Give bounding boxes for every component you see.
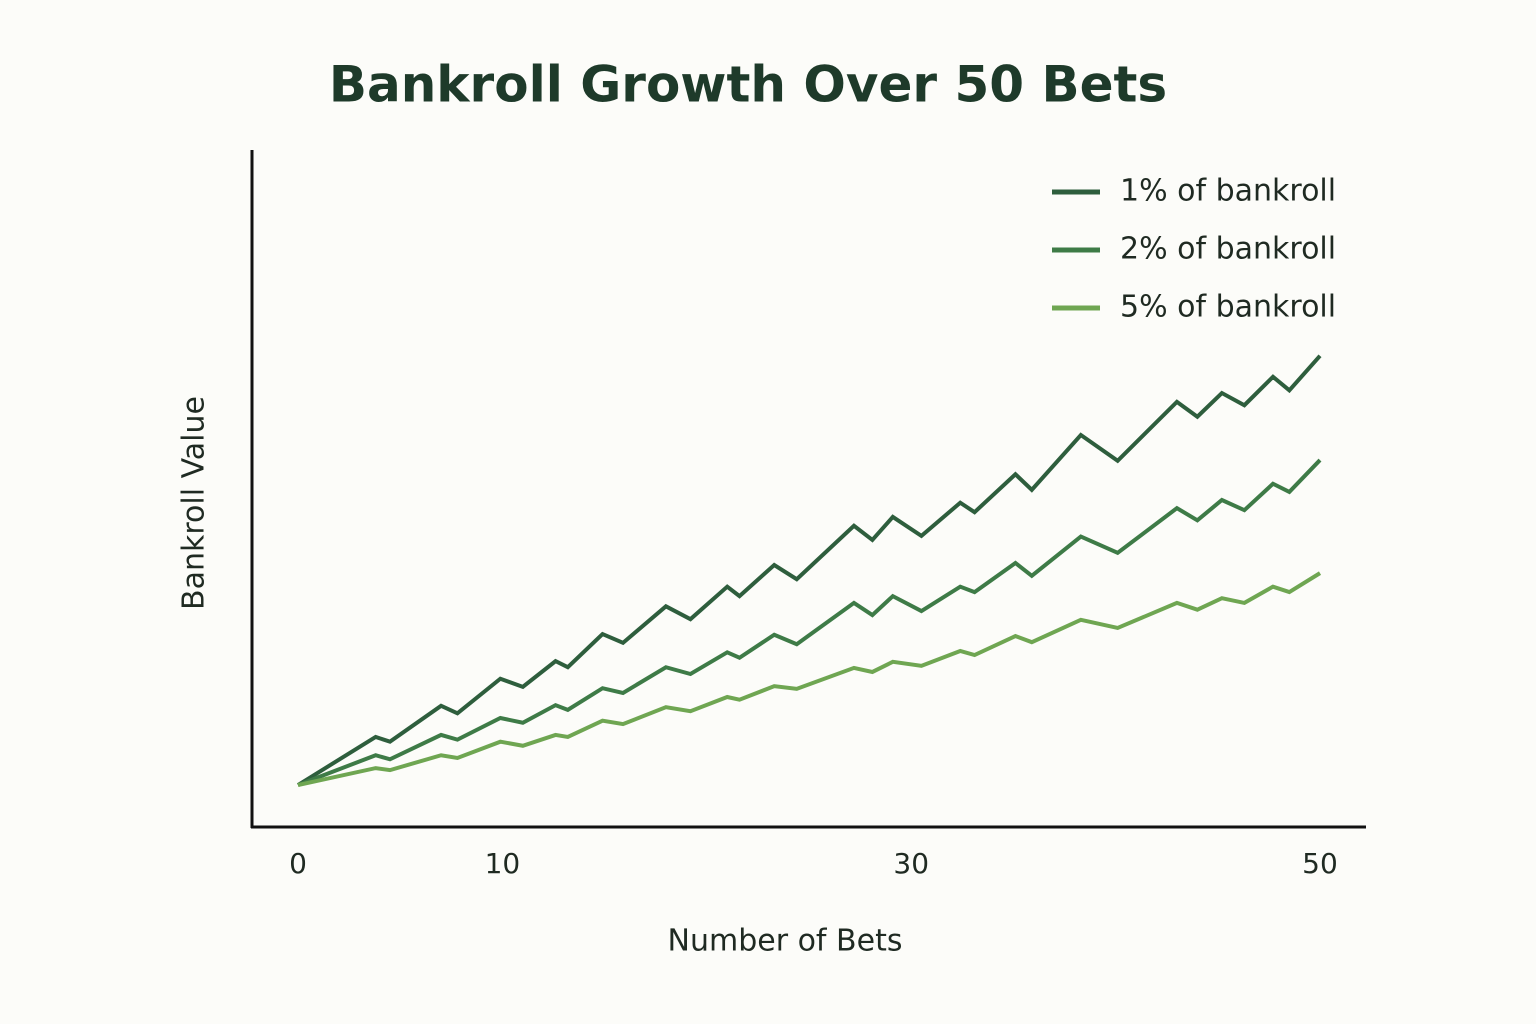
legend-label: 2% of bankroll <box>1120 232 1336 267</box>
x-tick-label: 0 <box>289 847 307 880</box>
x-tick-label: 30 <box>893 847 929 880</box>
series-line <box>297 458 1322 787</box>
legend-label: 1% of bankroll <box>1120 174 1336 209</box>
series-line <box>297 571 1322 787</box>
x-axis-label: Number of Bets <box>668 924 903 959</box>
legend-label: 5% of bankroll <box>1120 290 1336 325</box>
x-tick-label: 50 <box>1302 847 1338 880</box>
series-line <box>296 354 1322 787</box>
y-axis-label: Bankroll Value <box>177 396 212 610</box>
chart-title: Bankroll Growth Over 50 Bets <box>329 56 1167 114</box>
x-tick-label: 10 <box>485 847 521 880</box>
